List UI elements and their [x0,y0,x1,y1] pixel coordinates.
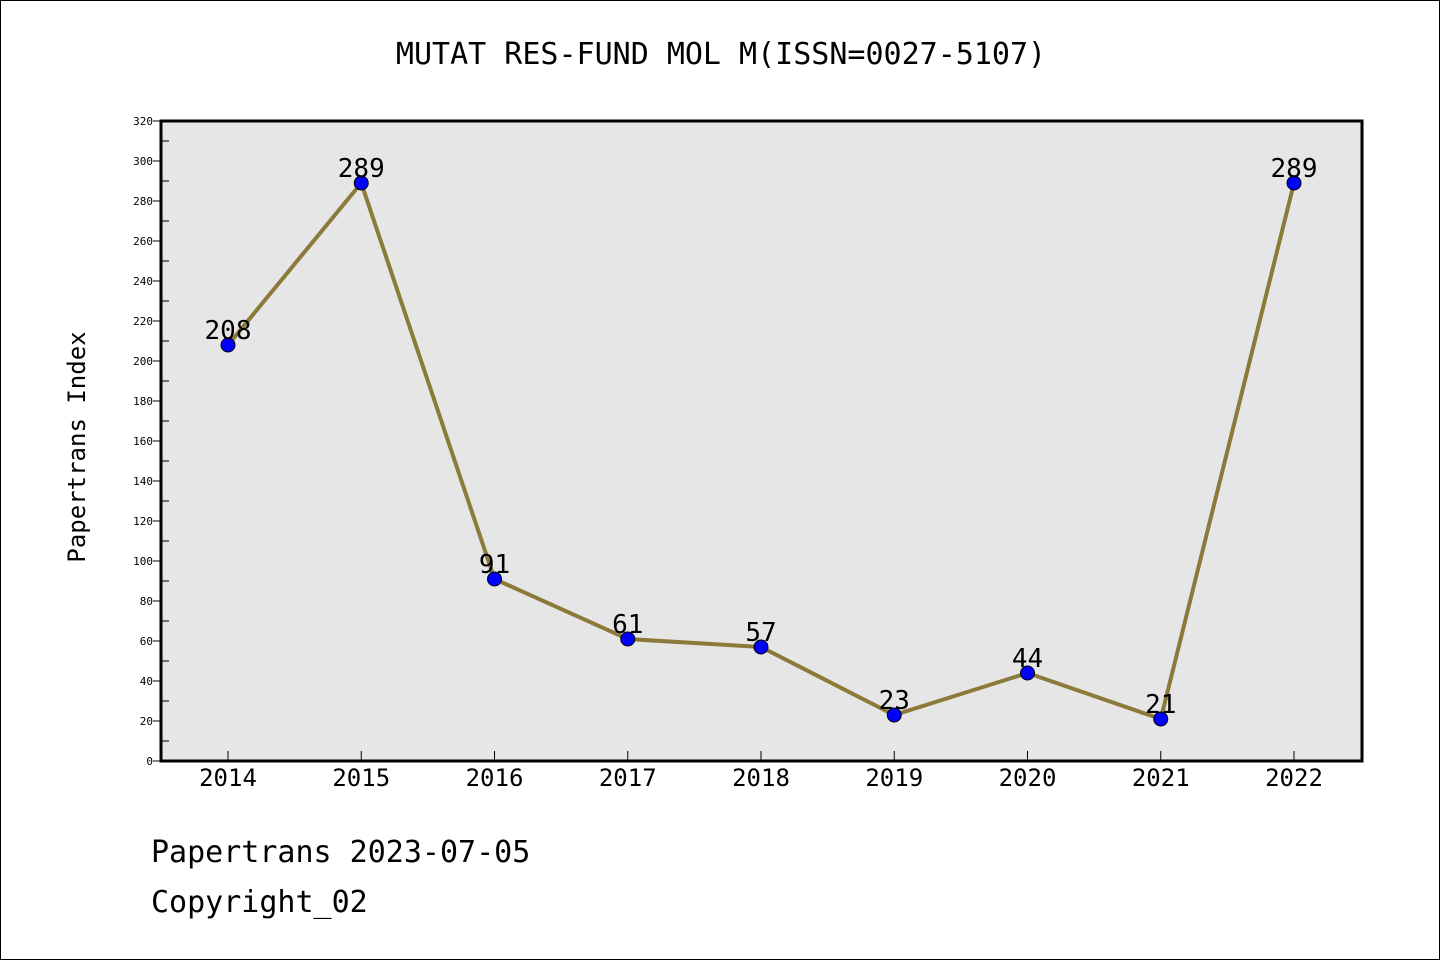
y-tick-label: 140 [133,475,153,488]
x-tick-label: 2017 [599,764,657,792]
y-tick-label: 200 [133,355,153,368]
data-point [1020,665,1035,681]
y-tick-label: 320 [133,115,153,128]
x-tick-label: 2016 [466,764,524,792]
x-tick-label: 2021 [1132,764,1190,792]
footer-copyright-text: Copyright_02 [151,885,368,920]
y-tick-label: 180 [133,395,153,408]
plot-border [159,119,1364,763]
y-tick-label: 240 [133,275,153,288]
x-tick-label: 2022 [1265,764,1323,792]
data-label: 44 [1012,644,1043,674]
data-label: 61 [612,610,643,640]
x-tick-label: 2019 [865,764,923,792]
y-tick-label: 60 [140,635,153,648]
x-tick-label: 2020 [999,764,1057,792]
data-point [487,571,502,587]
data-point [1286,175,1302,191]
data-label: 289 [1271,154,1318,184]
data-label: 91 [479,550,510,580]
y-tick-label: 260 [133,235,153,248]
y-tick-label: 80 [140,595,153,608]
x-tick-label: 2018 [732,764,790,792]
data-label: 57 [745,618,776,648]
data-label: 23 [879,686,910,716]
y-tick-label: 300 [133,155,153,168]
y-tick-label: 40 [140,675,153,688]
y-tick-label: 280 [133,195,153,208]
chart-title: MUTAT RES-FUND MOL M(ISSN=0027-5107) [395,37,1047,72]
y-tick-label: 20 [140,715,153,728]
x-tick-label: 2015 [332,764,390,792]
data-label: 21 [1145,690,1176,720]
data-label: 289 [338,154,385,184]
data-point [220,337,236,353]
y-tick-label: 120 [133,515,153,528]
y-tick-label: 0 [146,755,153,768]
data-point [753,639,769,655]
y-tick-label: 100 [133,555,153,568]
data-point [620,631,636,647]
plot-area [161,121,1362,761]
footer-date-text: Papertrans 2023-07-05 [151,835,531,870]
data-point [353,175,369,191]
data-label: 208 [205,316,252,346]
data-point [1153,711,1169,727]
y-tick-label: 220 [133,315,153,328]
y-tick-label: 160 [133,435,153,448]
data-point [886,707,902,723]
x-tick-label: 2014 [199,764,257,792]
